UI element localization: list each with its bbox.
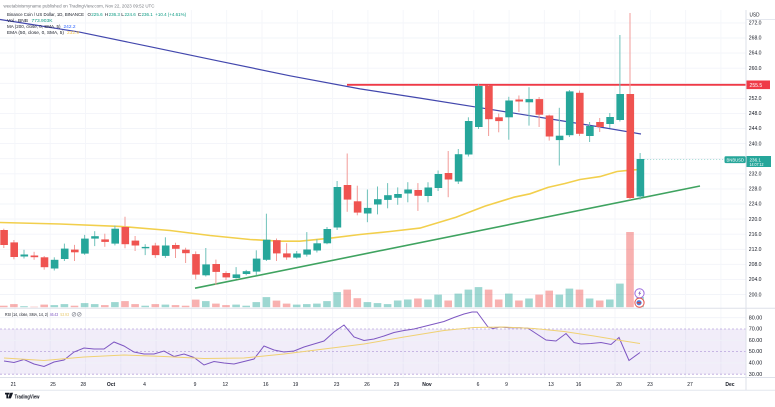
svg-text:28: 28 [81, 382, 87, 388]
svg-text:240.0: 240.0 [749, 141, 762, 147]
svg-text:L: L [121, 12, 124, 18]
svg-text:255.5: 255.5 [750, 83, 763, 89]
svg-text:220.0: 220.0 [749, 217, 762, 223]
svg-text:USD: USD [750, 12, 760, 18]
svg-text:Vol · BNB: Vol · BNB [7, 18, 28, 24]
svg-text:70.00: 70.00 [749, 327, 763, 333]
svg-text:236.1: 236.1 [142, 12, 154, 18]
svg-text:4: 4 [143, 382, 146, 388]
svg-text:Binance Coin / US Dollar, 1D,: Binance Coin / US Dollar, 1D, BINANCE [7, 12, 84, 18]
svg-text:19: 19 [293, 382, 299, 388]
svg-text:236.3: 236.3 [109, 12, 121, 18]
svg-text:Nov: Nov [422, 382, 432, 388]
svg-text:BNBUSD: BNBUSD [727, 158, 745, 163]
svg-text:16: 16 [576, 382, 582, 388]
svg-text:53.93: 53.93 [60, 312, 69, 318]
svg-text:200.0: 200.0 [749, 292, 762, 298]
svg-text:9: 9 [505, 382, 508, 388]
svg-text:20: 20 [616, 382, 622, 388]
svg-text:272.0: 272.0 [749, 21, 762, 27]
svg-text:40.00: 40.00 [749, 361, 763, 367]
svg-text:12: 12 [223, 382, 229, 388]
svg-text:260.0: 260.0 [749, 66, 762, 72]
svg-text:EMA (50, close, 0, SMA, 5): EMA (50, close, 0, SMA, 5) [7, 30, 64, 36]
svg-text:RSI (14, close, SMA, 14, 2): RSI (14, close, SMA, 14, 2) [5, 312, 48, 318]
svg-text:6: 6 [477, 382, 480, 388]
svg-text:204.0: 204.0 [749, 277, 762, 283]
svg-text:29: 29 [394, 382, 400, 388]
svg-text:212.0: 212.0 [749, 247, 762, 253]
svg-text:268.0: 268.0 [749, 36, 762, 42]
svg-text:9: 9 [194, 382, 197, 388]
svg-text:244.0: 244.0 [749, 126, 762, 132]
svg-text:80.00: 80.00 [749, 315, 763, 321]
svg-text:242.2: 242.2 [64, 24, 76, 30]
svg-text:228.0: 228.0 [749, 187, 762, 193]
svg-text:O: O [88, 12, 92, 18]
svg-text:264.0: 264.0 [749, 51, 762, 57]
svg-text:232.0: 232.0 [749, 172, 762, 178]
svg-text:MA (200, close, 0, SMA, 5): MA (200, close, 0, SMA, 5) [7, 24, 61, 30]
svg-text:225.6: 225.6 [91, 12, 103, 18]
svg-text:60.00: 60.00 [749, 338, 763, 344]
svg-text:248.0: 248.0 [749, 111, 762, 117]
svg-text:13: 13 [548, 382, 554, 388]
svg-text:21: 21 [11, 382, 17, 388]
svg-text:H: H [105, 12, 109, 18]
svg-text:26: 26 [364, 382, 370, 388]
svg-text:252.0: 252.0 [749, 96, 762, 102]
svg-text:TradingView: TradingView [15, 394, 41, 400]
svg-text:weetabixismyname published on: weetabixismyname published on TradingVie… [4, 4, 155, 10]
svg-text:23: 23 [647, 382, 653, 388]
svg-text:224.0: 224.0 [749, 202, 762, 208]
svg-text:C: C [138, 12, 142, 18]
svg-text:Oct: Oct [107, 382, 116, 388]
svg-text:27: 27 [687, 382, 693, 388]
svg-text:208.0: 208.0 [749, 262, 762, 268]
svg-text:46.43: 46.43 [50, 312, 59, 318]
svg-text:224.6: 224.6 [125, 12, 137, 18]
svg-text:16: 16 [263, 382, 269, 388]
svg-text:14:07:12: 14:07:12 [750, 162, 765, 167]
svg-text:50.00: 50.00 [749, 349, 763, 355]
svg-text:Dec: Dec [725, 382, 734, 388]
svg-text:232.9: 232.9 [67, 30, 79, 36]
svg-text:30.00: 30.00 [749, 372, 763, 378]
svg-text:773.903K: 773.903K [32, 18, 54, 24]
svg-text:25: 25 [50, 382, 56, 388]
svg-text:23: 23 [334, 382, 340, 388]
svg-text:216.0: 216.0 [749, 232, 762, 238]
svg-text:+10.4 (+4.61%): +10.4 (+4.61%) [155, 12, 186, 18]
svg-text:236.1: 236.1 [750, 157, 762, 163]
